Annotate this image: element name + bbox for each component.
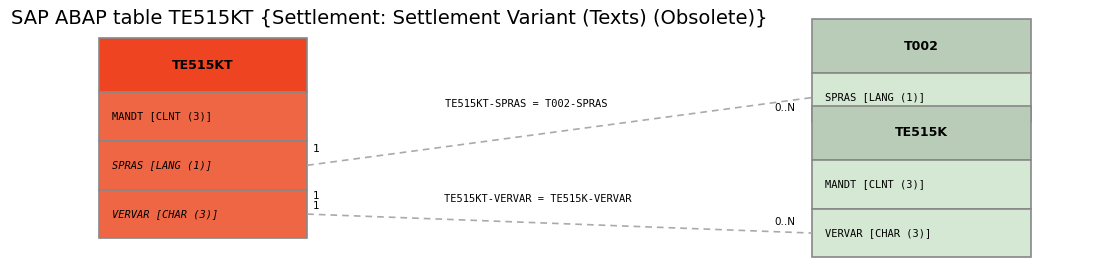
Text: SPRAS [LANG (1)]: SPRAS [LANG (1)] [825,93,925,102]
Text: 1: 1 [313,144,319,154]
FancyBboxPatch shape [812,106,1031,160]
Text: TE515KT-SPRAS = T002-SPRAS: TE515KT-SPRAS = T002-SPRAS [445,99,608,109]
Text: VERVAR [CHAR (3)]: VERVAR [CHAR (3)] [112,209,218,219]
Text: MANDT [CLNT (3)]: MANDT [CLNT (3)] [112,112,212,121]
Text: TE515KT-VERVAR = TE515K-VERVAR: TE515KT-VERVAR = TE515K-VERVAR [444,194,631,204]
Text: SPRAS [LANG (1)]: SPRAS [LANG (1)] [112,160,212,170]
FancyBboxPatch shape [99,141,307,190]
Text: TE515KT: TE515KT [172,59,234,72]
Text: VERVAR [CHAR (3)]: VERVAR [CHAR (3)] [825,228,931,238]
FancyBboxPatch shape [99,190,307,238]
Text: MANDT [CLNT (3)]: MANDT [CLNT (3)] [825,179,925,189]
Text: 0..N: 0..N [774,217,795,227]
FancyBboxPatch shape [812,73,1031,122]
FancyBboxPatch shape [812,19,1031,73]
Text: 1
1: 1 1 [313,191,319,211]
FancyBboxPatch shape [99,92,307,141]
Text: TE515K: TE515K [895,126,948,139]
FancyBboxPatch shape [99,38,307,92]
Text: T002: T002 [904,40,939,53]
Text: 0..N: 0..N [774,104,795,113]
FancyBboxPatch shape [812,160,1031,209]
FancyBboxPatch shape [812,209,1031,257]
Text: SAP ABAP table TE515KT {Settlement: Settlement Variant (Texts) (Obsolete)}: SAP ABAP table TE515KT {Settlement: Sett… [11,8,768,27]
